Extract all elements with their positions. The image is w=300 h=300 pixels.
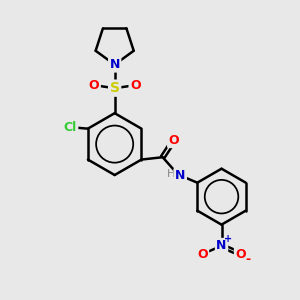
Text: O: O: [197, 248, 208, 261]
Text: -: -: [245, 253, 250, 266]
Text: O: O: [89, 79, 99, 92]
Text: N: N: [216, 239, 227, 252]
Text: Cl: Cl: [64, 121, 77, 134]
Text: O: O: [236, 248, 246, 261]
Text: O: O: [169, 134, 179, 147]
Text: O: O: [130, 79, 141, 92]
Text: +: +: [224, 234, 232, 244]
Text: N: N: [110, 58, 120, 71]
Text: S: S: [110, 81, 120, 95]
Text: H: H: [167, 169, 175, 179]
Text: N: N: [175, 169, 185, 182]
